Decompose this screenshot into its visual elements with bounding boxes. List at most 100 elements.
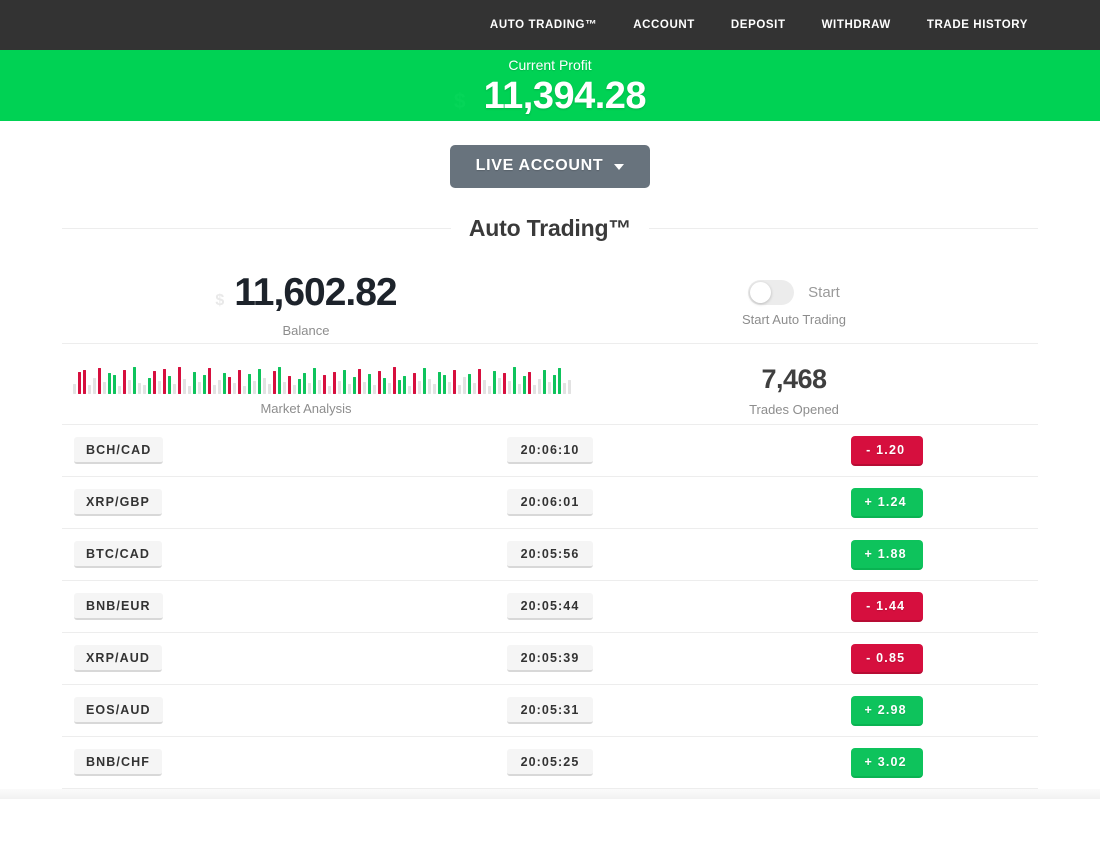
trade-profit-cell: + 1.88 [735,539,1038,570]
live-account-dropdown-button[interactable]: LIVE ACCOUNT [449,145,651,188]
current-profit-value: 11,394.28 [483,75,647,117]
live-account-label: LIVE ACCOUNT [475,157,604,174]
nav-link-account[interactable]: ACCOUNT [633,19,695,31]
market-analysis-bar [298,379,301,394]
market-analysis-bar [188,386,191,394]
auto-trading-toggle-row: Start [748,280,840,305]
trade-pair-cell: BCH/CAD [62,437,365,464]
market-analysis-bar [208,368,211,394]
current-profit-value-row: $ 11,394.28 [454,75,647,117]
nav-links: AUTO TRADING™ ACCOUNT DEPOSIT WITHDRAW T… [490,19,1028,31]
market-analysis-bar [158,381,161,394]
nav-link-auto-trading[interactable]: AUTO TRADING™ [489,19,598,31]
market-analysis-bar [558,368,561,394]
trade-profit-cell: + 1.24 [735,487,1038,518]
market-analysis-bar [308,383,311,394]
market-analysis-bar [118,386,121,394]
trade-profit-cell: - 1.20 [735,435,1038,466]
trade-time-cell: 20:05:39 [365,645,736,672]
market-analysis-bar [523,376,526,394]
market-analysis-bar [373,385,376,394]
market-analysis-bar [133,367,136,394]
market-analysis-bar [458,385,461,394]
market-analysis-bar [183,379,186,394]
market-analysis-bar [393,367,396,394]
market-analysis-bar [498,378,501,394]
market-analysis-bar [513,367,516,394]
trades-opened-caption: Trades Opened [749,402,839,417]
table-row[interactable]: BTC/CAD 20:05:56 + 1.88 [62,529,1038,581]
market-analysis-bar [358,369,361,394]
market-analysis-bar [323,375,326,394]
table-row[interactable]: EOS/AUD 20:05:31 + 2.98 [62,685,1038,737]
market-analysis-bar [453,370,456,394]
table-row[interactable]: BCH/CAD 20:06:10 - 1.20 [62,425,1038,477]
market-analysis-bar [228,377,231,394]
market-analysis-bar [268,384,271,394]
status-badge: - 1.20 [850,435,923,466]
auto-trading-caption: Start Auto Trading [741,312,847,327]
market-analysis-bar [173,384,176,394]
market-analysis-bar [383,378,386,394]
market-analysis-bar [93,378,96,394]
market-analysis-bar [138,383,141,394]
market-analysis-bar [123,370,126,394]
market-analysis-bar [253,381,256,394]
trade-pair-cell: BTC/CAD [62,541,365,568]
market-analysis-bar [408,386,411,394]
market-analysis-bar [443,375,446,394]
market-analysis-bar [433,384,436,394]
market-analysis-bar [403,376,406,394]
toggle-state-label: Start [808,284,840,301]
table-row[interactable]: XRP/GBP 20:06:01 + 1.24 [62,477,1038,529]
market-analysis-caption: Market Analysis [260,401,352,416]
trade-pair-chip: BNB/EUR [74,593,163,620]
balance-value-row: $ 11,602.82 [215,270,397,316]
table-row[interactable]: BNB/EUR 20:05:44 - 1.44 [62,581,1038,633]
market-analysis-bar [163,369,166,394]
trade-time-cell: 20:05:25 [365,749,736,776]
status-badge: + 2.98 [850,695,923,726]
status-badge: + 3.02 [850,747,923,778]
nav-link-withdraw[interactable]: WITHDRAW [821,19,891,31]
trade-pair-chip: BNB/CHF [74,749,162,776]
trade-time-chip: 20:06:01 [506,489,593,516]
trade-time-chip: 20:05:56 [506,541,593,568]
nav-link-trade-history[interactable]: TRADE HISTORY [926,19,1028,31]
trade-pair-chip: XRP/GBP [74,489,162,516]
market-analysis-bar [428,379,431,394]
trade-time-chip: 20:05:31 [506,697,593,724]
market-analysis-bar [303,373,306,394]
toggle-knob [750,282,772,303]
balance-value: 11,602.82 [234,270,397,314]
account-selector-bar: LIVE ACCOUNT [0,121,1100,210]
page-bottom-edge [0,789,1100,799]
market-analysis-bar [278,367,281,394]
trade-pair-cell: BNB/CHF [62,749,365,776]
market-analysis-bar [418,381,421,394]
market-analysis-bar [398,380,401,394]
top-navbar: AUTO TRADING™ ACCOUNT DEPOSIT WITHDRAW T… [0,0,1100,50]
auto-trading-toggle[interactable] [748,280,795,305]
market-analysis-bar [463,377,466,394]
table-row[interactable]: XRP/AUD 20:05:39 - 0.85 [62,633,1038,685]
market-analysis-bar [503,373,506,394]
market-analysis-bar [328,386,331,394]
market-analysis-bar [423,368,426,394]
market-analysis-bar [198,382,201,394]
market-analysis-bar [413,373,416,394]
market-analysis-bar [83,370,86,394]
market-analysis-bar [178,367,181,394]
table-row[interactable]: BNB/CHF 20:05:25 + 3.02 [62,737,1038,789]
trade-pair-cell: XRP/AUD [62,645,365,672]
nav-link-deposit[interactable]: DEPOSIT [730,19,786,31]
trade-time-cell: 20:05:44 [365,593,736,620]
status-badge: + 1.24 [850,487,923,518]
market-analysis-bar [478,369,481,394]
market-analysis-bar [148,378,151,394]
market-analysis-bar [78,372,81,394]
market-analysis-bar [368,374,371,394]
trade-list: BCH/CAD 20:06:10 - 1.20 XRP/GBP 20:06:01 + 1.… [62,425,1038,789]
trades-opened-stat: 7,468 Trades Opened [550,344,1038,424]
market-analysis-bar [233,383,236,394]
